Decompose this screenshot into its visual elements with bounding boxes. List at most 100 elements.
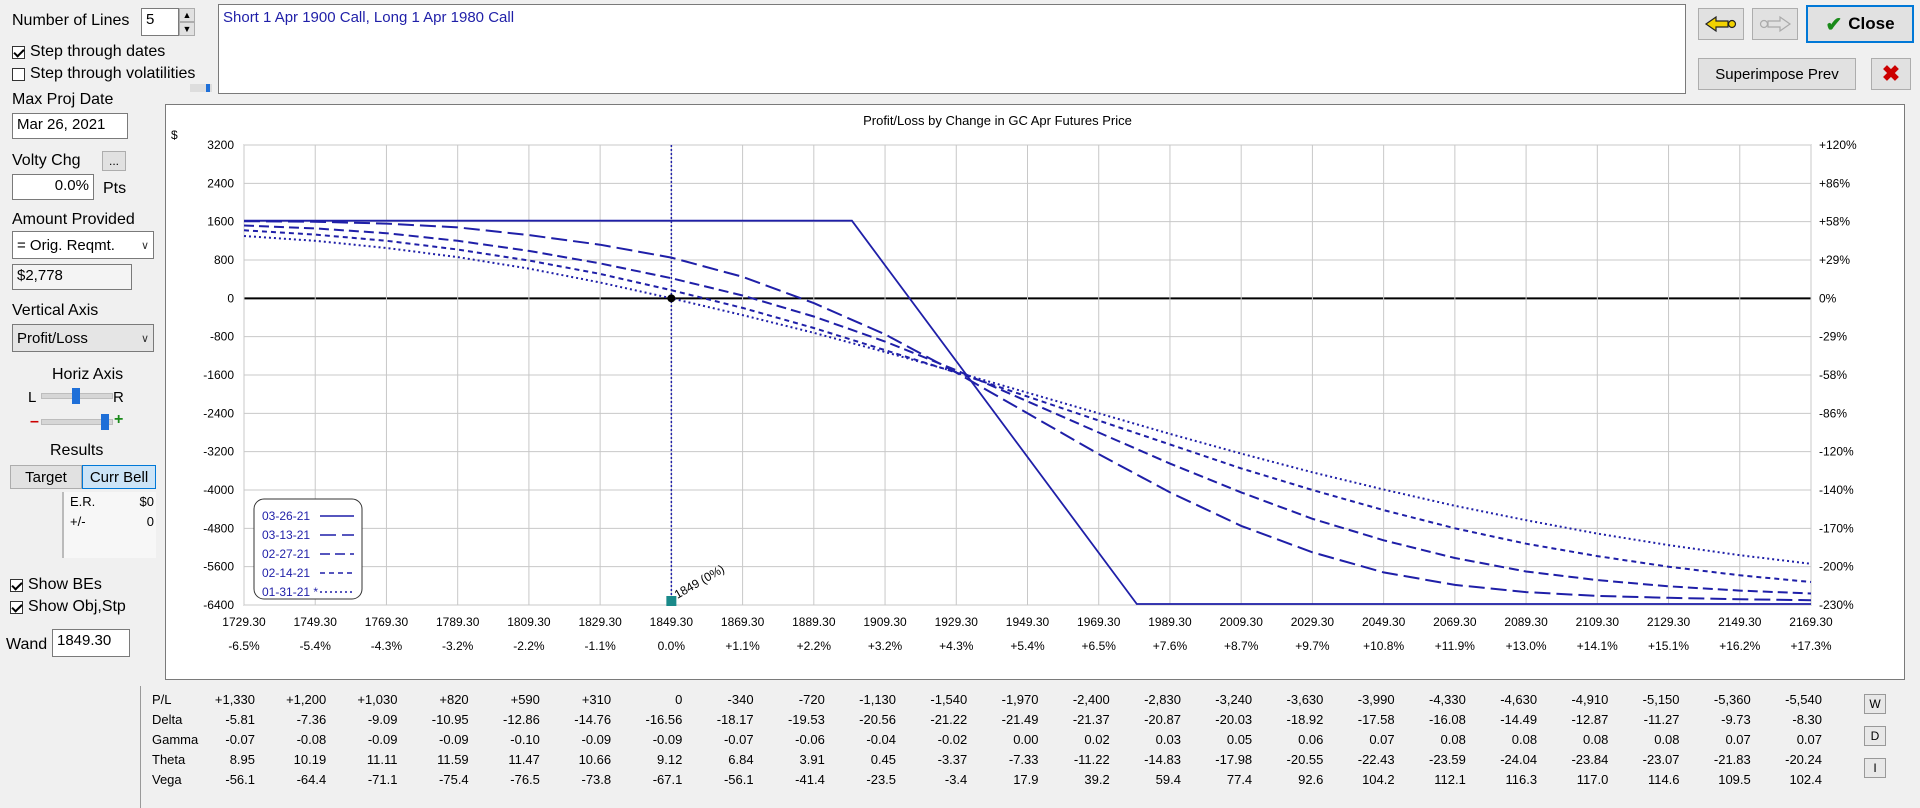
show-bes-checkbox[interactable] — [10, 578, 23, 592]
back-button[interactable] — [1698, 8, 1744, 40]
wand-input[interactable]: 1849.30 — [52, 629, 130, 657]
x-tick-label: 1969.30 — [1077, 615, 1121, 629]
series-line-03-26-21 — [244, 219, 1811, 605]
target-button[interactable]: Target — [10, 465, 82, 489]
table-cell: -1,130 — [859, 692, 897, 707]
x-pct-label: +1.1% — [725, 639, 760, 653]
table-cell: 59.4 — [1155, 772, 1181, 787]
show-bes-option[interactable]: Show BEs — [10, 576, 102, 594]
show-obj-checkbox[interactable] — [10, 600, 23, 614]
table-cell: 10.19 — [293, 752, 327, 767]
curr-bell-button[interactable]: Curr Bell — [82, 465, 156, 489]
table-cell: -56.1 — [225, 772, 255, 787]
table-cell: 0.07 — [1796, 732, 1822, 747]
x-tick-label: 2149.30 — [1718, 615, 1762, 629]
red-x-icon: ✖ — [1881, 61, 1901, 86]
haxis-slider[interactable] — [41, 388, 113, 404]
x-pct-label: +15.1% — [1648, 639, 1689, 653]
er-value: $0 — [139, 494, 154, 509]
y2-tick-label: +58% — [1819, 215, 1850, 229]
chart-panel[interactable]: Profit/Loss by Change in GC Apr Futures … — [165, 104, 1905, 680]
table-cell: -9.09 — [367, 712, 398, 727]
table-cell: 117.0 — [1576, 772, 1609, 787]
table-cell: -0.06 — [795, 732, 825, 747]
x-pct-label: -1.1% — [584, 639, 616, 653]
x-pct-label: +10.8% — [1363, 639, 1404, 653]
num-lines-spinner[interactable]: ▲ ▼ — [179, 8, 195, 36]
table-cell: 104.2 — [1362, 772, 1395, 787]
x-tick-label: 1849.30 — [650, 615, 694, 629]
table-cell: 109.5 — [1718, 772, 1751, 787]
num-lines-input[interactable]: 5 — [141, 8, 179, 36]
table-cell: 102.4 — [1789, 772, 1822, 787]
x-tick-label: 1909.30 — [863, 615, 907, 629]
table-side-button-w[interactable]: W — [1864, 694, 1886, 714]
table-cell: -11.22 — [1073, 752, 1110, 767]
spin-up-icon[interactable]: ▲ — [179, 8, 195, 22]
spin-down-icon[interactable]: ▼ — [179, 22, 195, 36]
table-cell: -23.07 — [1642, 752, 1680, 767]
table-cell: -64.4 — [296, 772, 327, 787]
step-dates-option[interactable]: Step through dates — [12, 43, 165, 61]
zoom-slider[interactable] — [41, 414, 113, 430]
x-pct-label: 0.0% — [658, 639, 686, 653]
vertical-axis-select[interactable]: Profit/Loss ∨ — [12, 324, 154, 352]
haxis-l-label: L — [28, 389, 37, 406]
table-cell: -24.04 — [1500, 752, 1538, 767]
x-pct-label: +17.3% — [1790, 639, 1831, 653]
volty-ellipsis-button[interactable]: ... — [102, 151, 126, 171]
step-vols-option[interactable]: Step through volatilities — [12, 65, 195, 83]
step-dates-checkbox[interactable] — [12, 45, 25, 59]
chart-title: Profit/Loss by Change in GC Apr Futures … — [863, 113, 1132, 128]
strategy-description[interactable]: Short 1 Apr 1900 Call, Long 1 Apr 1980 C… — [218, 4, 1686, 94]
legend-box — [253, 498, 363, 600]
mini-slider[interactable] — [190, 84, 212, 92]
pl-chart[interactable]: Profit/Loss by Change in GC Apr Futures … — [166, 105, 1904, 679]
haxis-slider-thumb[interactable] — [72, 388, 80, 404]
table-cell: -5,360 — [1713, 692, 1751, 707]
table-cell: 0.03 — [1155, 732, 1181, 747]
table-cell: -0.09 — [439, 732, 469, 747]
volty-label: Volty Chg — [12, 152, 81, 169]
y-tick-label: 1600 — [207, 215, 234, 229]
table-side-button-d[interactable]: D — [1864, 726, 1886, 746]
superimpose-prev-button[interactable]: Superimpose Prev — [1698, 58, 1856, 90]
table-cell: 0.02 — [1084, 732, 1110, 747]
table-cell: -5,540 — [1785, 692, 1822, 707]
table-cell: -12.87 — [1571, 712, 1609, 727]
table-cell: -56.1 — [723, 772, 754, 787]
zoom-slider-thumb[interactable] — [101, 414, 109, 430]
vaxis-select-value: Profit/Loss — [17, 329, 88, 347]
table-cell: 0.07 — [1725, 732, 1751, 747]
volty-input[interactable]: 0.0% — [12, 174, 94, 200]
y2-tick-label: -29% — [1819, 330, 1847, 344]
table-cell: -7.36 — [296, 712, 327, 727]
table-cell: -720 — [798, 692, 825, 707]
table-cell: 112.1 — [1434, 772, 1466, 787]
x-pct-label: +8.7% — [1224, 639, 1259, 653]
step-vols-checkbox[interactable] — [12, 67, 25, 81]
delete-button[interactable]: ✖ — [1871, 58, 1911, 90]
x-tick-label: 1869.30 — [721, 615, 765, 629]
max-proj-date-input[interactable]: Mar 26, 2021 — [12, 113, 128, 139]
results-panel: E.R. $0 +/- 0 — [62, 492, 156, 558]
table-cell: 0 — [675, 692, 683, 707]
y2-tick-label: -86% — [1819, 406, 1847, 420]
x-tick-label: 1749.30 — [294, 615, 338, 629]
show-obj-option[interactable]: Show Obj,Stp — [10, 598, 126, 616]
amount-select[interactable]: = Orig. Reqmt. ∨ — [12, 231, 154, 259]
forward-button[interactable] — [1752, 8, 1798, 40]
table-cell: -76.5 — [510, 772, 540, 787]
zoom-plus-icon[interactable]: + — [114, 411, 124, 428]
x-tick-label: 1809.30 — [507, 615, 551, 629]
table-cell: 11.11 — [366, 752, 398, 767]
table-cell: 116.3 — [1505, 772, 1538, 787]
x-pct-label: -4.3% — [371, 639, 403, 653]
amount-value: $2,778 — [12, 264, 132, 290]
table-side-button-i[interactable]: I — [1864, 758, 1886, 778]
close-button[interactable]: ✔ Close — [1806, 5, 1914, 43]
zoom-minus-icon[interactable]: – — [30, 413, 39, 430]
y-tick-label: -6400 — [203, 598, 234, 612]
x-tick-label: 2049.30 — [1362, 615, 1406, 629]
table-cell: -23.5 — [866, 772, 897, 787]
